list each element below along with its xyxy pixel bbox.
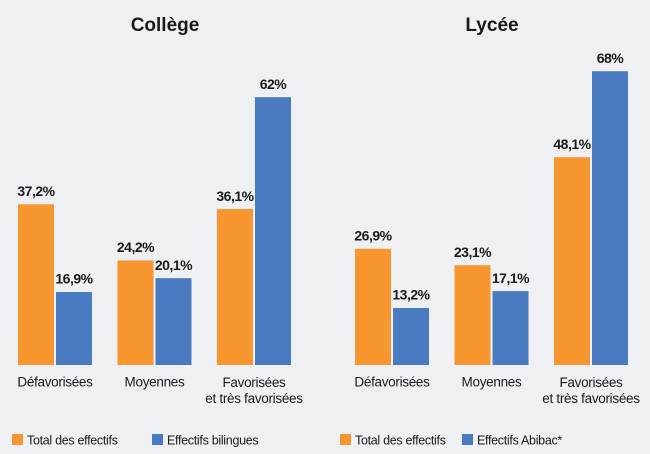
data-label: 36,1%	[216, 188, 254, 204]
x-tick-label: Favorisées et très favorisées	[542, 375, 640, 406]
text-line: et très favorisées	[542, 391, 640, 406]
x-tick-label: Défavorisées	[354, 375, 430, 390]
legend-swatch	[462, 434, 473, 445]
chart-title: Collège	[131, 15, 200, 36]
legend-label: Effectifs Abibac*	[477, 433, 562, 447]
data-label: 17,1%	[492, 270, 530, 286]
bar	[117, 260, 154, 365]
x-tick-label: Défavorisées	[17, 375, 93, 390]
bar	[255, 97, 291, 365]
text-line: Favorisées	[559, 375, 623, 390]
data-label: 62%	[260, 76, 288, 92]
legend-swatch	[152, 434, 163, 445]
legend-label: Total des effectifs	[27, 433, 118, 447]
bar	[355, 248, 391, 365]
bar	[554, 157, 590, 365]
text-line: et très favorisées	[205, 391, 303, 406]
data-label: 68%	[597, 50, 625, 66]
bar	[18, 204, 54, 365]
data-label: 26,9%	[354, 227, 392, 243]
legend-swatch	[340, 434, 351, 445]
bar	[592, 71, 628, 366]
bar	[56, 291, 92, 365]
text-line: Favorisées	[222, 375, 286, 390]
data-label: 20,1%	[155, 257, 193, 273]
data-label: 24,2%	[117, 239, 155, 255]
chart-title: Lycée	[465, 15, 518, 36]
bar	[393, 307, 429, 365]
data-label: 48,1%	[553, 136, 591, 152]
data-label: 13,2%	[392, 287, 430, 303]
data-label: 23,1%	[454, 244, 492, 260]
legend-label: Effectifs bilingues	[167, 433, 258, 447]
bar	[492, 291, 529, 365]
data-label: 37,2%	[17, 183, 55, 199]
legend-label: Total des effectifs	[355, 433, 446, 447]
bar	[155, 278, 192, 365]
x-tick-label: Favorisées et très favorisées	[205, 375, 303, 406]
legend-swatch	[12, 434, 23, 445]
bar	[217, 209, 253, 365]
x-tick-label: Moyennes	[462, 375, 522, 390]
data-label: 16,9%	[55, 271, 93, 287]
bar	[454, 265, 491, 365]
x-tick-label: Moyennes	[125, 375, 185, 390]
